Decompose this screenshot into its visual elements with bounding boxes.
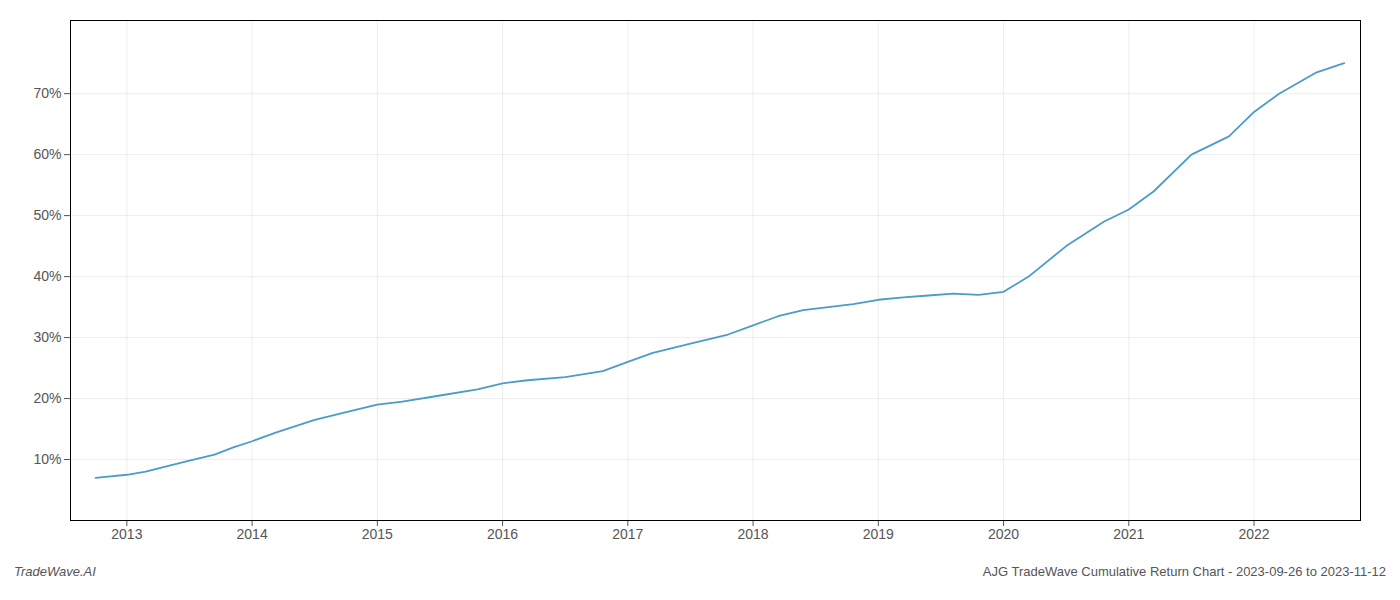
svg-text:2014: 2014 bbox=[237, 526, 268, 542]
svg-text:2021: 2021 bbox=[1113, 526, 1144, 542]
svg-text:2013: 2013 bbox=[111, 526, 142, 542]
html-text:AJG TradeWave Cumulative Retur: AJG TradeWave Cumulative Return Chart - … bbox=[982, 564, 1386, 579]
svg-text:2017: 2017 bbox=[612, 526, 643, 542]
svg-text:2018: 2018 bbox=[737, 526, 768, 542]
svg-text:50%: 50% bbox=[33, 207, 61, 223]
svg-text:2015: 2015 bbox=[362, 526, 393, 542]
html-text:TradeWave.AI: TradeWave.AI bbox=[14, 564, 96, 579]
svg-text:2016: 2016 bbox=[487, 526, 518, 542]
svg-text:70%: 70% bbox=[33, 85, 61, 101]
svg-text:2020: 2020 bbox=[988, 526, 1019, 542]
svg-text:2022: 2022 bbox=[1238, 526, 1269, 542]
svg-text:60%: 60% bbox=[33, 146, 61, 162]
svg-text:20%: 20% bbox=[33, 390, 61, 406]
svg-text:10%: 10% bbox=[33, 451, 61, 467]
svg-text:2019: 2019 bbox=[863, 526, 894, 542]
svg-text:40%: 40% bbox=[33, 268, 61, 284]
svg-text:30%: 30% bbox=[33, 329, 61, 345]
